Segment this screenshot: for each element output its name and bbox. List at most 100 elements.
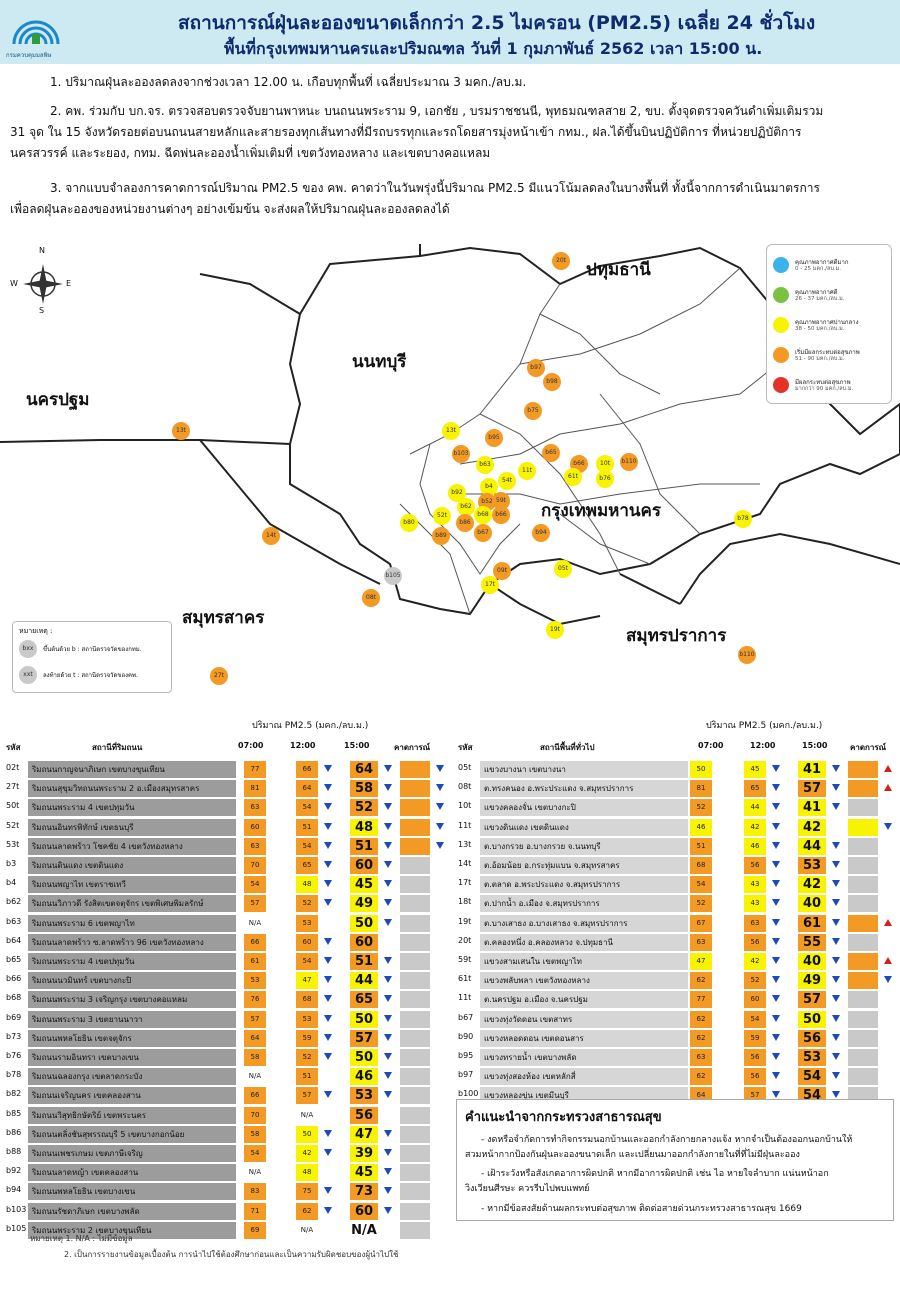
station-id: b4 bbox=[6, 878, 17, 888]
pm25-07: 63 bbox=[690, 933, 712, 951]
left-table-unit: ปริมาณ PM2.5 (มคก./ลบ.ม.) bbox=[252, 721, 369, 731]
forecast-cell bbox=[400, 780, 430, 798]
pm25-15: 55 bbox=[798, 933, 826, 951]
pm25-12: 52 bbox=[744, 972, 766, 990]
station-marker[interactable]: b68 bbox=[474, 506, 492, 524]
trend-down-icon bbox=[384, 899, 392, 907]
station-id: 59t bbox=[458, 955, 472, 964]
station-id: 50t bbox=[6, 801, 20, 811]
pm25-15: 51 bbox=[350, 837, 378, 855]
trend-down-icon bbox=[772, 803, 780, 811]
station-marker[interactable]: b105 bbox=[384, 567, 402, 585]
station-marker[interactable]: b65 bbox=[542, 444, 560, 462]
station-marker[interactable]: b86 bbox=[456, 514, 474, 532]
station-marker[interactable]: b92 bbox=[448, 484, 466, 502]
legend-title: คุณภาพอากาศปานกลาง bbox=[795, 319, 859, 326]
trend-down-icon bbox=[324, 1149, 332, 1156]
station-marker[interactable]: 20t bbox=[552, 252, 570, 270]
right-th-name: สถานีพื้นที่ทั่วไป bbox=[540, 743, 595, 752]
station-marker[interactable]: 09t bbox=[493, 562, 511, 580]
pm25-12: 54 bbox=[296, 837, 318, 855]
station-id: b67 bbox=[458, 1012, 474, 1022]
pm25-07: 63 bbox=[690, 1049, 712, 1066]
trend-down-icon bbox=[832, 899, 840, 907]
station-marker[interactable]: b62 bbox=[457, 498, 475, 516]
forecast-cell bbox=[848, 933, 878, 951]
trend-down-icon bbox=[832, 1072, 840, 1080]
station-name: ต.ปากน้ำ อ.เมือง จ.สมุทรปราการ bbox=[480, 895, 688, 913]
trend-down-icon bbox=[832, 841, 840, 849]
station-marker[interactable]: 27t bbox=[210, 667, 228, 685]
forecast-cell bbox=[848, 953, 878, 970]
station-name: ริมถนนลาดพร้าว ซ.ลาดพร้าว 96 เขตวังทองหล… bbox=[28, 933, 236, 951]
trend-down-icon bbox=[324, 822, 332, 830]
pm25-15: 44 bbox=[798, 837, 826, 855]
station-marker[interactable]: b97 bbox=[527, 359, 545, 377]
trend-down-icon bbox=[384, 880, 392, 888]
station-marker[interactable]: 54t bbox=[498, 472, 516, 490]
station-name: ริมถนนรามอินทรา เขตบางเขน bbox=[28, 1049, 236, 1066]
station-id: b64 bbox=[6, 935, 22, 945]
advice-line: วิงเวียนศีรษะ ควรรีบไปพบแพทย์ bbox=[465, 1184, 590, 1194]
pm25-07: 77 bbox=[690, 991, 712, 1009]
forecast-cell bbox=[848, 991, 878, 1009]
station-marker[interactable]: 61t bbox=[564, 468, 582, 486]
compass-s: S bbox=[39, 306, 45, 315]
station-marker[interactable]: 17t bbox=[481, 576, 499, 594]
station-marker[interactable]: b103 bbox=[452, 445, 470, 463]
pm25-15: 49 bbox=[798, 972, 826, 990]
station-id: b103 bbox=[6, 1204, 27, 1214]
station-name: แขวงคลองจั่น เขตบางกะปิ bbox=[480, 799, 688, 817]
station-id: b69 bbox=[6, 1012, 22, 1022]
pm25-07: 63 bbox=[244, 799, 266, 817]
station-marker[interactable]: 13t bbox=[172, 422, 190, 440]
station-marker[interactable]: b67 bbox=[474, 524, 492, 542]
station-marker[interactable]: b89 bbox=[432, 527, 450, 545]
compass-n: N bbox=[39, 246, 45, 255]
station-marker[interactable]: 11t bbox=[518, 462, 536, 480]
trend-down-icon bbox=[324, 1091, 332, 1099]
forecast-cell bbox=[400, 761, 430, 778]
station-marker[interactable]: b80 bbox=[400, 514, 418, 532]
map-note: หมายเหตุ : bxx ขึ้นต้นด้วย b : สถานีตรวจ… bbox=[12, 621, 172, 693]
station-marker[interactable]: 05t bbox=[554, 560, 572, 578]
station-id: 10t bbox=[458, 801, 472, 811]
table-row: b97 แขวงทุ่งสองห้อง เขตหลักสี่ 62 56 54 bbox=[458, 1067, 898, 1086]
station-marker[interactable]: b4 bbox=[480, 478, 498, 496]
forecast-cell bbox=[848, 1010, 878, 1028]
station-marker[interactable]: 59t bbox=[492, 492, 510, 510]
station-marker[interactable]: 10t bbox=[596, 455, 614, 473]
station-name: แขวงบางนา เขตบางนา bbox=[480, 761, 688, 778]
station-marker[interactable]: 19t bbox=[546, 621, 564, 639]
station-marker[interactable]: b98 bbox=[543, 373, 561, 391]
station-marker[interactable]: b75 bbox=[524, 402, 542, 420]
pm25-15: 44 bbox=[350, 972, 378, 990]
station-name: ต.คลองหนึ่ง อ.คลองหลวง จ.ปทุมธานี bbox=[480, 933, 688, 951]
station-marker[interactable]: b63 bbox=[476, 456, 494, 474]
station-marker[interactable]: b94 bbox=[532, 524, 550, 542]
trend-down-icon bbox=[324, 1033, 332, 1041]
left-th-id: รหัส bbox=[6, 743, 21, 752]
station-marker[interactable]: 13t bbox=[442, 422, 460, 440]
station-marker[interactable]: 14t bbox=[262, 527, 280, 545]
station-marker[interactable]: b78 bbox=[734, 510, 752, 528]
legend-range: 0 - 25 มคก./ลบ.ม. bbox=[795, 266, 841, 272]
pm25-15: 42 bbox=[798, 818, 826, 836]
station-marker[interactable]: b95 bbox=[485, 429, 503, 447]
pm25-07: 58 bbox=[244, 1049, 266, 1066]
station-marker[interactable]: 52t bbox=[433, 507, 451, 525]
pm25-07: 62 bbox=[690, 1029, 712, 1047]
pm25-07: 47 bbox=[690, 953, 712, 970]
station-name: ริมถนนลาดพร้าว โชคชัย 4 เขตวังทองหลาง bbox=[28, 837, 236, 855]
station-id: b85 bbox=[6, 1108, 22, 1118]
table-row: 19t ต.บางเสาธง อ.บางเสาธง จ.สมุทรปราการ 67… bbox=[458, 914, 898, 933]
station-marker[interactable]: b110 bbox=[738, 646, 756, 664]
station-marker[interactable]: b66 bbox=[492, 506, 510, 524]
station-marker[interactable]: 08t bbox=[362, 589, 380, 607]
pm25-12: 50 bbox=[296, 1125, 318, 1143]
station-marker[interactable]: b110 bbox=[620, 453, 638, 471]
table-row: b73 ริมถนนพหลโยธิน เขตจตุจักร 64 59 57 bbox=[6, 1029, 446, 1048]
pm25-15: 40 bbox=[798, 895, 826, 913]
station-marker[interactable]: b76 bbox=[596, 470, 614, 488]
pcd-logo-icon bbox=[12, 20, 60, 45]
